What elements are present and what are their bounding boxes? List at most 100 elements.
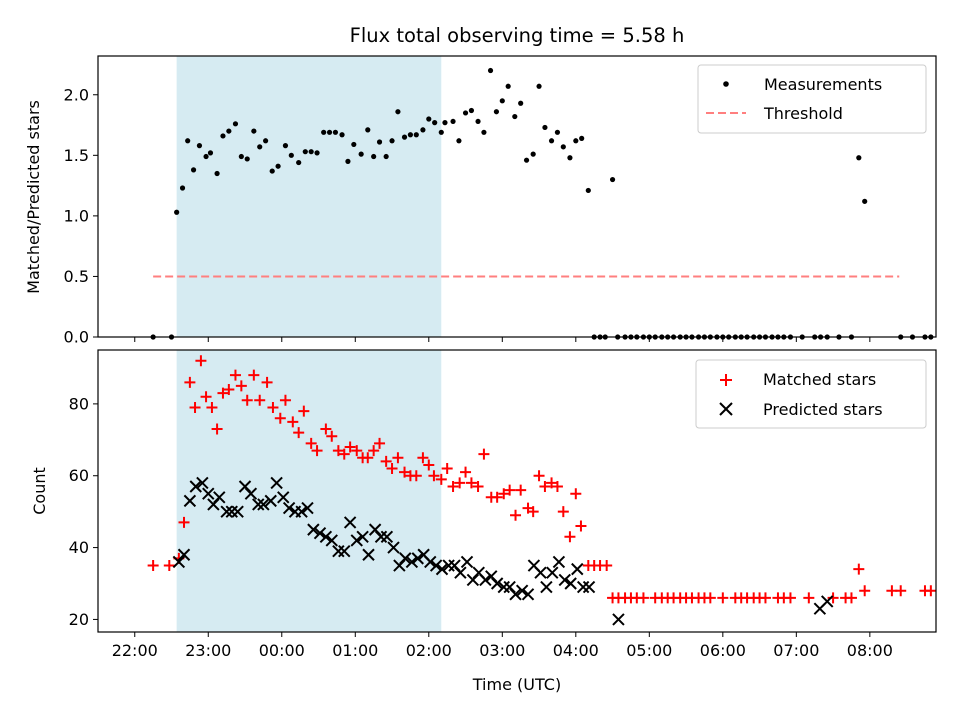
- matched-star-point: [533, 470, 545, 482]
- observing-span-bottom: [176, 350, 442, 632]
- measurement-point: [512, 113, 518, 120]
- measurement-point: [238, 153, 244, 160]
- measurement-point: [288, 152, 294, 158]
- measurement-point: [232, 121, 239, 127]
- predicted-star-point: [490, 577, 504, 590]
- matched-star-point: [539, 481, 551, 493]
- predicted-star-point: [564, 577, 577, 590]
- measurement-point: [585, 187, 591, 194]
- matched-star-point: [386, 463, 398, 475]
- matched-star-point: [423, 459, 435, 471]
- measurement-point: [554, 129, 561, 135]
- predicted-star-point: [387, 541, 400, 554]
- predicted-star-point: [405, 555, 419, 569]
- predicted-star-point: [277, 491, 290, 504]
- matched-star-point: [254, 394, 266, 406]
- measurement-point: [442, 120, 448, 126]
- bottom-y-ticks: 20 40 60 80: [69, 394, 98, 629]
- matched-star-point: [362, 452, 374, 464]
- y-tick-label: 1.5: [64, 146, 89, 165]
- matched-star-point: [217, 387, 229, 399]
- measurement-point: [420, 127, 426, 133]
- predicted-star-point: [343, 516, 357, 529]
- matched-star-point: [410, 470, 422, 482]
- measurement-point: [475, 118, 481, 125]
- matched-star-point: [326, 430, 338, 442]
- measurement-point: [383, 153, 389, 160]
- predicted-star-point: [442, 559, 455, 572]
- matched-star-point: [784, 592, 796, 604]
- legend-label-predicted: Predicted stars: [763, 400, 883, 419]
- predicted-star-point: [362, 548, 375, 561]
- matched-star-point: [575, 520, 587, 532]
- measurement-point: [560, 144, 566, 150]
- measurement-point: [269, 168, 275, 174]
- y-tick-label: 60: [69, 466, 89, 485]
- matched-star-point: [261, 376, 273, 388]
- measurement-point: [481, 129, 487, 135]
- predicted-star-point: [374, 530, 388, 544]
- measurement-point: [376, 139, 383, 145]
- measurement-point: [207, 150, 214, 156]
- matched-star-point: [163, 560, 175, 572]
- predicted-star-point: [435, 562, 449, 576]
- matched-star-point: [527, 506, 539, 518]
- predicted-star-point: [282, 501, 296, 515]
- matched-star-point: [332, 445, 344, 457]
- matched-star-point: [287, 416, 299, 428]
- measurement-point: [345, 158, 351, 164]
- matched-star-point: [311, 445, 323, 457]
- predicted-star-point: [332, 544, 345, 558]
- matched-star-point: [229, 369, 241, 381]
- predicted-star-point: [313, 527, 327, 540]
- measurement-point: [321, 129, 327, 135]
- matched-star-point: [601, 560, 613, 572]
- x-tick-label: 03:00: [479, 641, 525, 660]
- legend-label-matched: Matched stars: [763, 370, 876, 389]
- measurement-point: [413, 132, 419, 138]
- matched-star-point: [399, 466, 411, 478]
- measurement-point: [518, 100, 524, 106]
- predicted-star-point: [509, 588, 522, 601]
- measurement-point: [339, 132, 345, 138]
- predicted-star-point: [411, 552, 424, 565]
- measurement-point: [862, 198, 868, 204]
- measurement-point: [487, 67, 494, 74]
- matched-star-point: [435, 473, 447, 485]
- measurement-point: [432, 120, 438, 126]
- matched-star-point: [551, 481, 563, 493]
- x-tick-label: 08:00: [847, 641, 893, 660]
- predicted-star-point: [497, 580, 510, 594]
- measurement-point: [358, 151, 364, 157]
- top-x-ticks: [134, 337, 871, 342]
- measurement-point: [257, 144, 263, 150]
- matched-star-point: [298, 405, 310, 417]
- matched-star-point: [211, 423, 223, 435]
- measurement-point: [203, 153, 209, 160]
- predicted-star-point: [534, 566, 547, 579]
- matched-star-point: [454, 477, 466, 489]
- measurement-point: [523, 157, 530, 163]
- matched-star-point: [305, 437, 317, 449]
- predicted-star-point: [454, 566, 467, 579]
- matched-star-point: [853, 563, 865, 575]
- measurement-point: [196, 143, 203, 149]
- matched-star-point: [491, 491, 503, 503]
- measurement-point: [389, 138, 395, 144]
- measurement-point: [174, 209, 180, 215]
- bottom-x-ticks: 22:00 23:00 00:00 01:00 02:00 03:00 04:00 05:00…: [112, 632, 893, 660]
- measurement-point: [244, 156, 250, 162]
- y-tick-label: 20: [69, 610, 89, 629]
- x-axis-label: Time (UTC): [472, 675, 561, 694]
- predicted-star-point: [196, 476, 209, 490]
- matched-star-point: [803, 592, 815, 604]
- measurement-point: [462, 110, 469, 116]
- matched-star-point: [344, 441, 356, 453]
- predicted-star-point: [295, 505, 308, 518]
- x-tick-label: 07:00: [773, 641, 819, 660]
- bottom-axes-frame: [97, 349, 937, 633]
- measurement-point: [450, 118, 456, 125]
- matched-star-point: [279, 394, 291, 406]
- matched-star-point: [380, 455, 392, 467]
- predicted-star-point: [270, 476, 283, 490]
